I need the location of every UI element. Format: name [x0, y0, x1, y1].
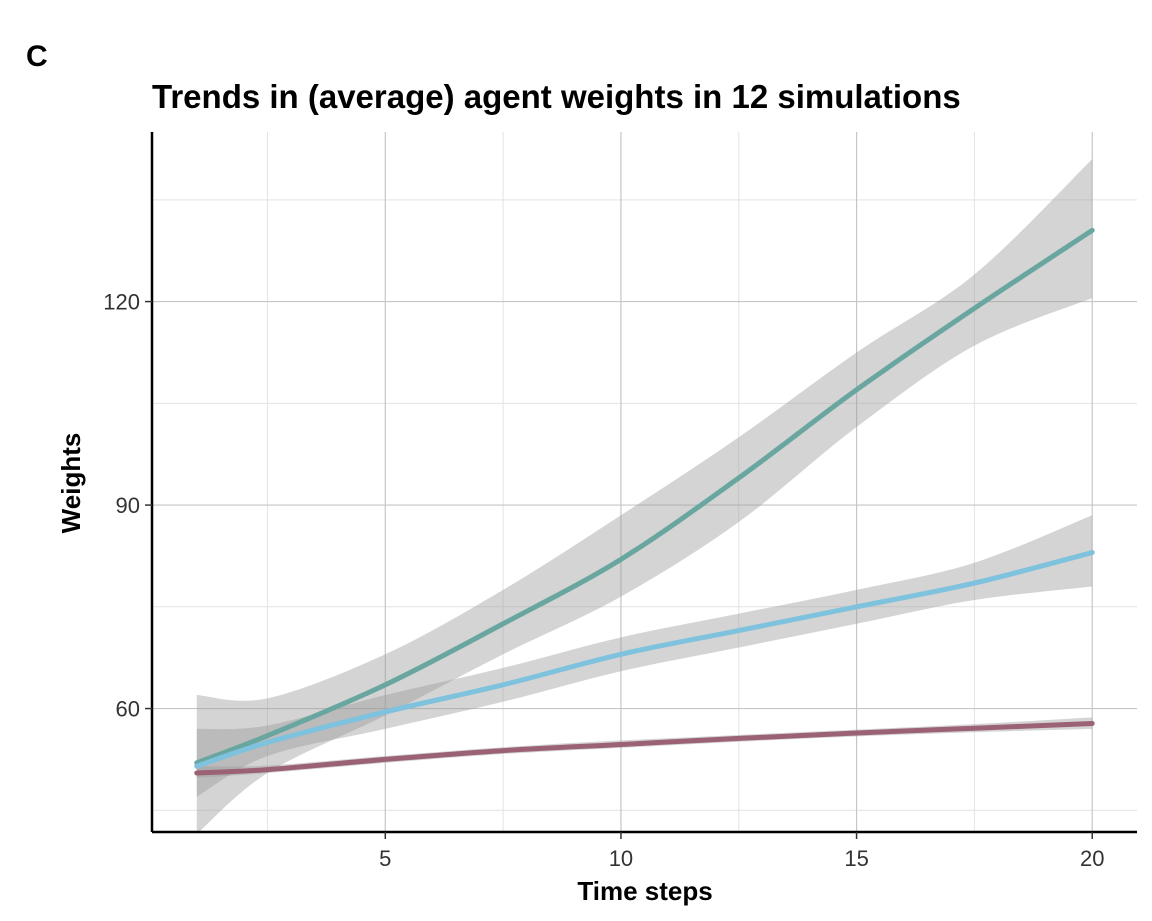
trend-lines: [194, 227, 1095, 776]
x-axis-title: Time steps: [577, 876, 712, 906]
confidence-bands: [196, 159, 1093, 835]
chart-title: Trends in (average) agent weights in 12 …: [152, 78, 961, 115]
y-axis-title: Weights: [56, 433, 86, 534]
y-tick-label: 60: [116, 697, 140, 722]
y-tick-label: 120: [103, 290, 140, 315]
series-line-1: [194, 227, 1095, 766]
axes: [145, 132, 1137, 839]
x-tick-label: 10: [609, 846, 633, 871]
y-tick-label: 90: [116, 493, 140, 518]
tick-labels: 5 10 15 20 60 90 120: [103, 290, 1104, 871]
series-line-3: [194, 720, 1095, 776]
x-tick-label: 20: [1080, 846, 1104, 871]
x-tick-label: 15: [844, 846, 868, 871]
grid-minor: [152, 132, 1137, 832]
series-line-2: [194, 550, 1095, 769]
grid-major: [152, 132, 1137, 832]
confidence-band-2: [196, 515, 1093, 797]
x-tick-label: 5: [379, 846, 391, 871]
panel-label: C: [26, 40, 48, 73]
